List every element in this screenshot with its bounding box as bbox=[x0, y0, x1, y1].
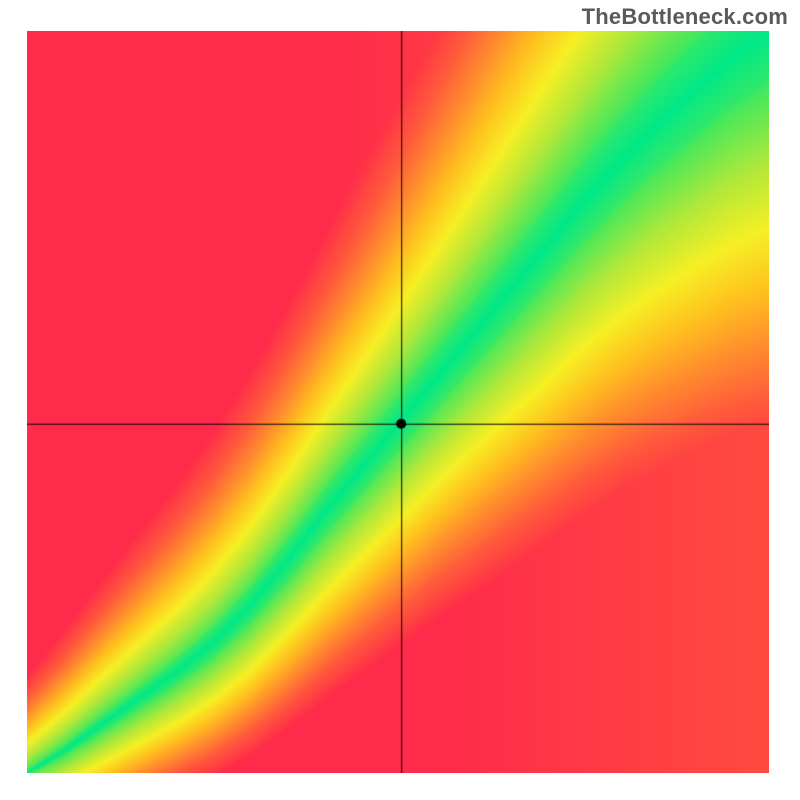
crosshair-overlay bbox=[27, 31, 769, 773]
watermark-text: TheBottleneck.com bbox=[582, 4, 788, 30]
chart-container: TheBottleneck.com bbox=[0, 0, 800, 800]
